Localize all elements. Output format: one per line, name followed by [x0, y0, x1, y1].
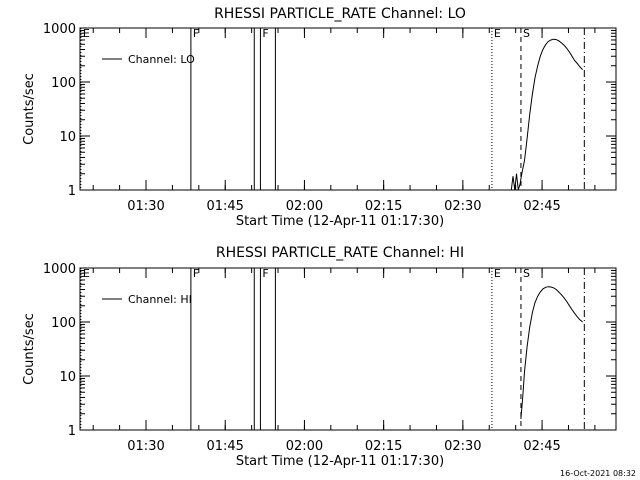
- chart-panel-1: RHESSI PARTICLE_RATE Channel: LO Counts/s…: [22, 6, 617, 229]
- y-tick-label: 1: [68, 424, 76, 439]
- y-axis-label: Counts/sec: [22, 73, 37, 145]
- event-marker-label: S: [523, 27, 530, 40]
- legend-entry: Channel: LO: [128, 53, 195, 66]
- y-tick-label: 100: [51, 76, 76, 91]
- series-line: [510, 38, 583, 191]
- plot-frame: [79, 27, 617, 191]
- y-tick-label: 10: [59, 370, 76, 385]
- event-marker-label: F: [193, 27, 199, 40]
- x-tick-label: 01:30: [127, 199, 164, 214]
- y-tick-label: 1000: [43, 22, 76, 37]
- y-axis-label: Counts/sec: [22, 313, 37, 385]
- chart-panel-2: RHESSI PARTICLE_RATE Channel: HI Counts/s…: [22, 245, 617, 469]
- x-tick-label: 02:45: [523, 439, 560, 454]
- event-marker-label: F: [262, 27, 268, 40]
- y-tick-label: 100: [51, 316, 76, 331]
- event-marker-label: F: [193, 267, 199, 280]
- event-marker-label: E: [494, 27, 501, 40]
- footer-timestamp: 16-Oct-2021 08:32: [560, 469, 636, 478]
- x-tick-label: 01:30: [127, 439, 164, 454]
- x-tick-label: 02:00: [286, 439, 323, 454]
- event-marker-label: E: [83, 27, 90, 40]
- y-tick-label: 10: [59, 130, 76, 145]
- event-marker-label: S: [523, 267, 530, 280]
- x-axis-label: Start Time (12-Apr-11 01:17:30): [236, 454, 444, 469]
- event-marker-label: E: [83, 267, 90, 280]
- x-tick-label: 02:15: [365, 439, 402, 454]
- x-tick-label: 01:45: [206, 199, 243, 214]
- x-axis-label: Start Time (12-Apr-11 01:17:30): [236, 214, 444, 229]
- y-tick-label: 1000: [43, 262, 76, 277]
- chart-title: RHESSI PARTICLE_RATE Channel: LO: [214, 6, 466, 22]
- x-tick-label: 01:45: [206, 439, 243, 454]
- chart-title: RHESSI PARTICLE_RATE Channel: HI: [216, 245, 464, 261]
- plot-frame: [79, 267, 617, 431]
- x-tick-label: 02:30: [444, 199, 481, 214]
- x-tick-label: 02:30: [444, 439, 481, 454]
- x-tick-label: 02:15: [365, 199, 402, 214]
- series-line: [520, 286, 583, 420]
- y-tick-label: 1: [68, 184, 76, 199]
- event-marker-label: F: [262, 267, 268, 280]
- x-tick-label: 02:45: [523, 199, 560, 214]
- legend-entry: Channel: HI: [128, 293, 192, 306]
- event-marker-label: E: [494, 267, 501, 280]
- x-tick-label: 02:00: [286, 199, 323, 214]
